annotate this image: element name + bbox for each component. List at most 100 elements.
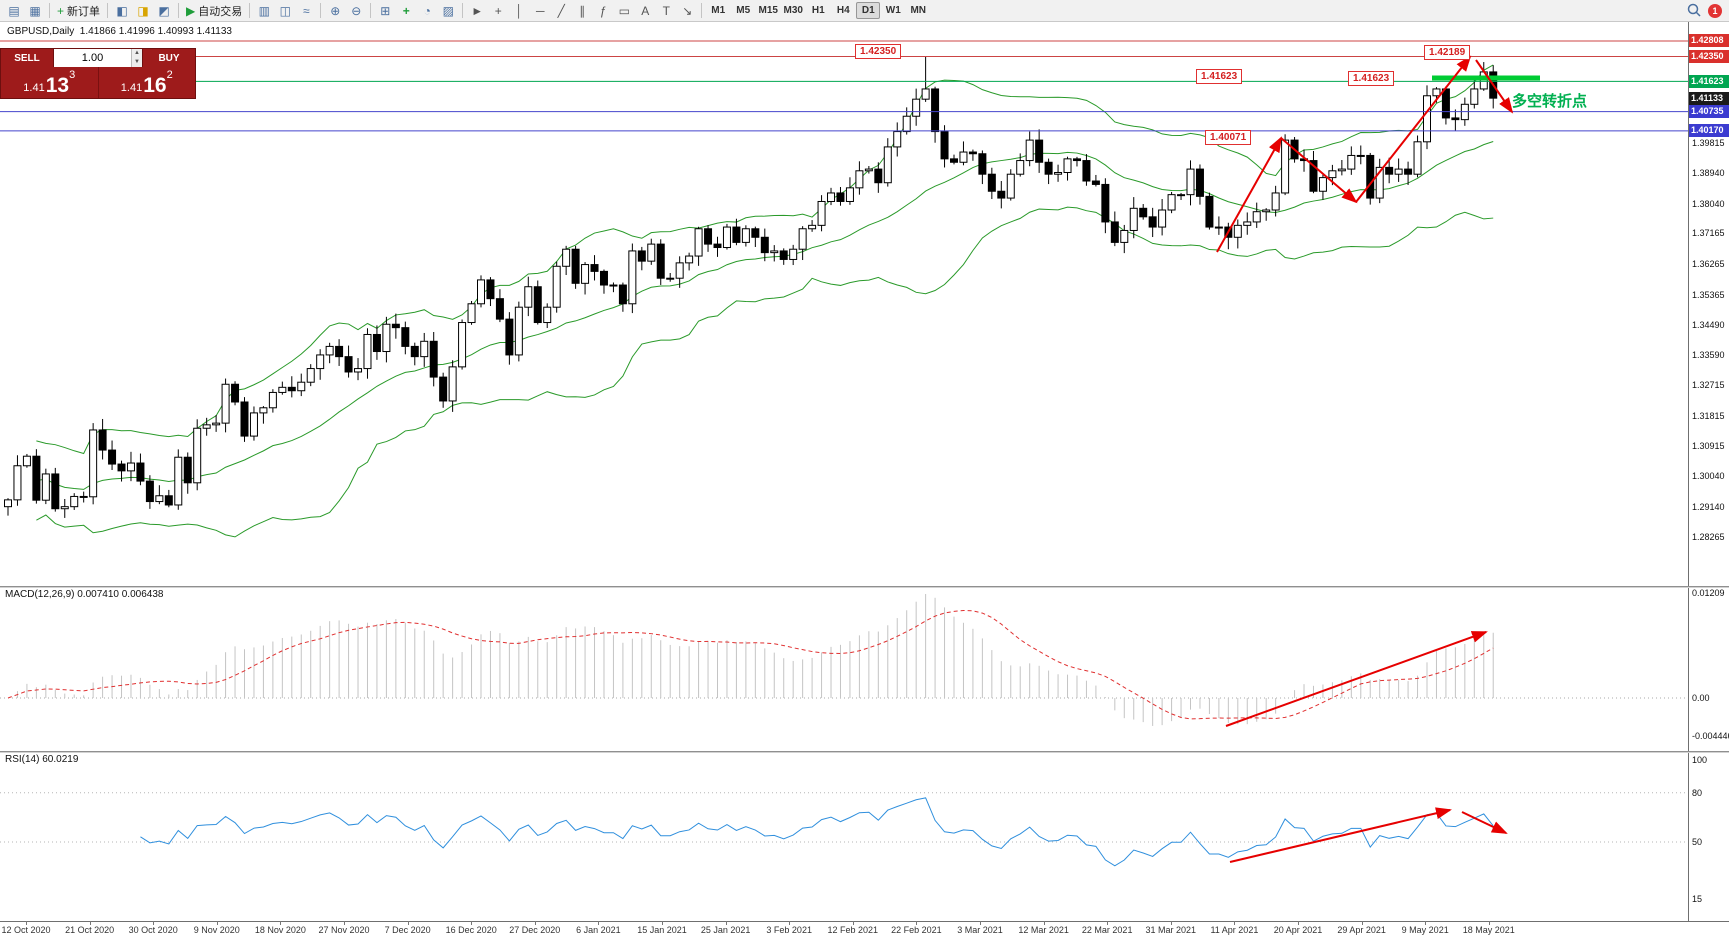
vertical-line-button[interactable]: │ [509,1,529,20]
zoom-out-button[interactable]: ⊖ [346,1,366,20]
timeframe-button-d1[interactable]: D1 [856,2,881,19]
trend-arrow-zigzag-down[interactable] [1280,137,1358,204]
trendline-icon: ╱ [557,3,565,18]
periods-icon: ◔ [423,3,431,18]
toolbar-separator [249,3,251,18]
timeframe-button-m15[interactable]: M15 [758,5,778,16]
timeframe-button-m30[interactable]: M30 [783,5,803,16]
indicators-icon: + [402,3,410,18]
trend-arrow-macd-arrow[interactable] [1225,631,1488,727]
navigator-button[interactable]: ◨ [133,1,153,20]
cursor-button[interactable]: ► [467,1,487,20]
data-window-icon: ◧ [116,3,128,18]
cursor-icon: ► [471,3,484,18]
toolbar-separator [370,3,372,18]
new-order-icon: + [57,3,65,18]
shapes-icon: ▭ [618,3,630,18]
toolbar-separator [107,3,109,18]
toolbar-separator [49,3,50,18]
candlestick-chart-button[interactable]: ◫ [275,1,295,20]
templates-button[interactable]: ▨ [438,1,458,20]
timeframe-button-w1[interactable]: W1 [885,5,901,16]
zoom-in-icon: ⊕ [330,3,341,18]
autotrading-button[interactable]: ▶ 自动交易 [183,1,245,20]
rsi-value: 60.0219 [42,754,79,765]
bollinger-bands [36,64,1494,538]
timeframe-button-m1[interactable]: M1 [711,5,726,16]
new-order-button[interactable]: + 新订单 [54,1,103,20]
pane-separator-rsi[interactable] [0,751,1729,753]
horizontal-line-button[interactable]: ─ [530,1,550,20]
candlestick-icon: ◫ [279,3,291,18]
buy-header[interactable]: BUY [143,49,195,67]
label-button[interactable]: T [656,1,676,20]
arrows-button[interactable]: ↘ [677,1,697,20]
trend-arrow-rsi-arrow[interactable] [1229,807,1452,863]
new-chart-button[interactable]: ▤ [4,1,24,20]
profiles-button[interactable]: ▦ [25,1,45,20]
buy-button[interactable]: 1.41 16 2 [98,67,195,98]
sell-header[interactable]: SELL [1,49,53,67]
timeframe-button-m5[interactable]: M5 [736,5,751,16]
spinner-up-icon[interactable]: ▲ [132,49,142,58]
volume-cell: ▲▼ [53,49,143,67]
rsi-pane [0,792,1688,867]
zoom-in-button[interactable]: ⊕ [325,1,345,20]
fibonacci-icon: ƒ [599,3,607,18]
arrows-icon: ↘ [682,3,693,18]
rsi-line [140,797,1494,867]
toolbar: ▤ ▦ + 新订单 ◧ ◨ ◩ ▶ 自动交易 ▥ ◫ ≈ ⊕ ⊖ ⊞ + ◔ ▨… [0,0,1729,22]
timeframe-button-h4[interactable]: H4 [836,5,850,16]
new-chart-icon: ▤ [8,3,20,18]
fibonacci-button[interactable]: ƒ [593,1,613,20]
crosshair-button[interactable]: + [488,1,508,20]
terminal-icon: ◩ [158,3,170,18]
profiles-icon: ▦ [29,3,41,18]
tile-windows-button[interactable]: ⊞ [375,1,395,20]
bar-chart-button[interactable]: ▥ [254,1,274,20]
macd-label: MACD(12,26,9) [5,589,75,600]
toolbar-separator [701,3,703,18]
horizontal-line-icon: ─ [535,3,545,18]
bull-bear-turning-point-annotation[interactable]: 多空转折点 [1512,93,1588,110]
vertical-line-icon: │ [515,3,524,18]
toolbar-separator [320,3,322,18]
text-button[interactable]: A [635,1,655,20]
timeframe-button-h1[interactable]: H1 [811,5,825,16]
line-chart-button[interactable]: ≈ [296,1,316,20]
price-axis-border [1688,22,1689,921]
search-button[interactable] [1684,1,1704,20]
macd-signal-line [7,609,1494,720]
data-window-button[interactable]: ◧ [112,1,132,20]
trendline-button[interactable]: ╱ [551,1,571,20]
indicators-button[interactable]: + [396,1,416,20]
autotrading-icon: ▶ [186,3,196,18]
trend-arrow-rsi-down-arrow[interactable] [1461,811,1508,834]
volume-spinner[interactable]: ▲ ▼ [131,49,142,67]
macd-header: MACD(12,26,9) 0.007410 0.006438 [5,589,163,600]
volume-input[interactable] [54,49,131,67]
rsi-label: RSI(14) [5,754,40,765]
search-icon [1687,3,1701,19]
text-icon: A [641,3,650,18]
shapes-button[interactable]: ▭ [614,1,634,20]
trend-arrow-top-down-arrow[interactable] [1475,59,1514,114]
pane-separator-macd[interactable] [0,586,1729,588]
spinner-down-icon[interactable]: ▼ [132,58,142,67]
terminal-button[interactable]: ◩ [154,1,174,20]
sell-button[interactable]: 1.41 13 3 [1,67,99,98]
timeframe-button-mn[interactable]: MN [910,5,927,16]
crosshair-icon: + [494,3,502,18]
trend-arrow-zigzag-up-2[interactable] [1355,55,1472,203]
label-icon: T [662,3,670,18]
tile-windows-icon: ⊞ [380,3,391,18]
notification-badge[interactable]: 1 [1708,3,1722,18]
autotrading-label: 自动交易 [198,5,243,18]
periods-button[interactable]: ◔ [417,1,437,20]
toolbar-separator [462,3,464,18]
trend-arrow-zigzag-up-1[interactable] [1216,136,1282,253]
channel-button[interactable]: ∥ [572,1,592,20]
